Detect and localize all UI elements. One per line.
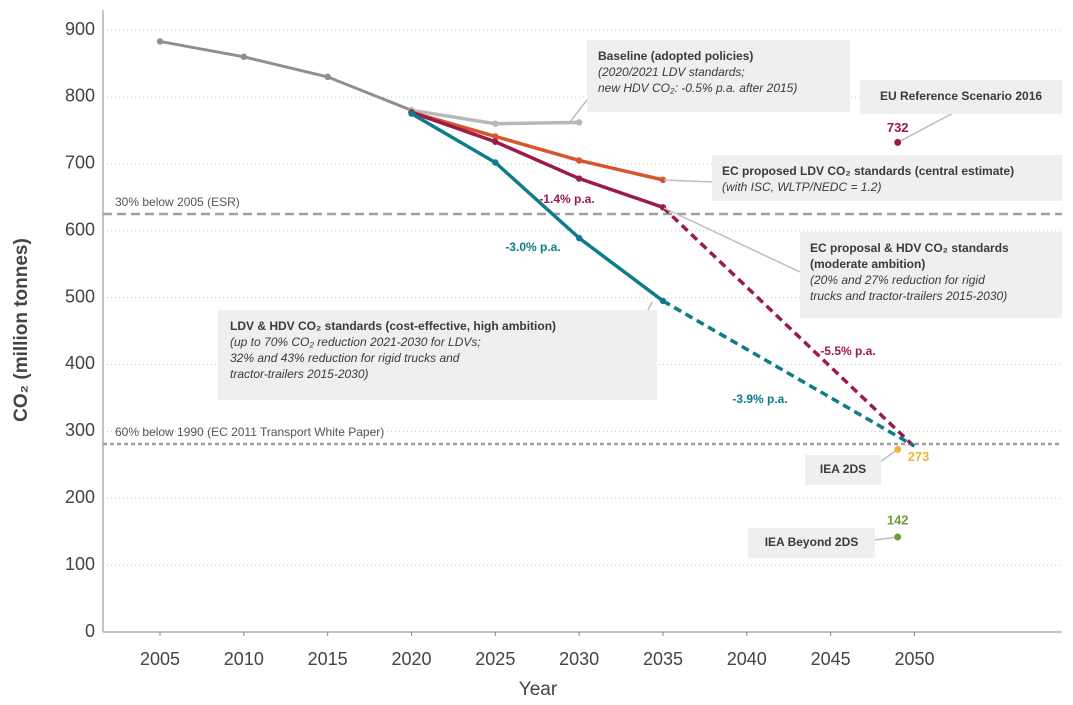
leader-line [874, 536, 898, 541]
data-point [575, 175, 583, 182]
leader-line [897, 111, 956, 144]
annotation-title: LDV & HDV CO₂ standards (cost-effective,… [230, 319, 556, 333]
value-label: 142 [887, 512, 909, 527]
data-point [894, 445, 902, 453]
x-axis-label: Year [519, 679, 558, 700]
y-tick-label: 200 [65, 487, 95, 507]
data-point [492, 120, 499, 127]
rate-label: -1.4% p.a. [539, 192, 594, 206]
annotation-text: trucks and tractor-trailers 2015-2030) [810, 289, 1007, 303]
data-point [492, 138, 499, 145]
x-tick-label: 2010 [224, 649, 264, 669]
series-line [411, 110, 664, 182]
data-point [659, 297, 667, 305]
value-label: 732 [887, 120, 909, 135]
annotation-title: EC proposal & HDV CO₂ standards [810, 241, 1009, 255]
point-label: IEA 2DS [820, 462, 866, 476]
annotation-box [587, 40, 850, 112]
leader-line [569, 99, 588, 123]
leader-line [663, 179, 713, 183]
annotation-box [860, 80, 1062, 114]
data-point [240, 53, 248, 61]
annotation-box [800, 232, 1062, 318]
x-tick-label: 2025 [475, 649, 515, 669]
x-tick-label: 2005 [140, 649, 180, 669]
y-tick-label: 700 [65, 153, 95, 173]
rate-label: -3.9% p.a. [732, 392, 787, 406]
data-point [575, 119, 583, 126]
annotation-text: (with ISC, WLTP/NEDC = 1.2) [722, 180, 881, 194]
y-tick-label: 500 [65, 286, 95, 306]
annotation-text: new HDV CO₂: -0.5% p.a. after 2015) [598, 81, 797, 95]
data-point [156, 38, 164, 45]
y-tick-label: 400 [65, 353, 95, 373]
y-tick-label: 0 [85, 621, 95, 641]
y-tick-label: 900 [65, 19, 95, 39]
x-tick-label: 2035 [643, 649, 683, 669]
annotation-text: (20% and 27% reduction for rigid [810, 273, 985, 287]
annotation-box [218, 310, 657, 400]
y-axis-label: CO₂ (million tonnes) [11, 238, 32, 422]
projection-line [661, 206, 916, 449]
x-tick-label: 2015 [308, 649, 348, 669]
annotation-title: (moderate ambition) [810, 257, 925, 271]
series-line [410, 110, 664, 209]
annotation-text: tractor-trailers 2015-2030) [230, 367, 369, 381]
rate-label: -3.0% p.a. [505, 240, 560, 254]
leader-line [879, 448, 899, 463]
series-line [159, 39, 413, 112]
y-tick-label: 100 [65, 554, 95, 574]
series-line [410, 112, 665, 303]
data-point [575, 157, 583, 164]
annotation-box [712, 155, 1062, 201]
x-tick-label: 2020 [391, 649, 431, 669]
annotation-text: 32% and 43% reduction for rigid trucks a… [230, 351, 460, 365]
data-point [659, 176, 667, 184]
x-tick-label: 2040 [727, 649, 767, 669]
annotation-title: Baseline (adopted policies) [598, 49, 753, 63]
data-point [575, 234, 583, 242]
data-point [492, 159, 499, 166]
leader-line [663, 207, 801, 273]
data-point [408, 110, 415, 117]
y-tick-label: 300 [65, 420, 95, 440]
rate-label: -5.5% p.a. [820, 344, 875, 358]
annotation-text: (up to 70% CO₂ reduction 2021-2030 for L… [230, 335, 481, 349]
value-label: 273 [908, 449, 930, 464]
point-label: EU Reference Scenario 2016 [880, 89, 1042, 103]
projection-line [662, 299, 916, 448]
annotation-box [748, 528, 875, 558]
x-tick-label: 2030 [559, 649, 599, 669]
data-point [894, 533, 902, 541]
x-tick-label: 2045 [811, 649, 851, 669]
reference-label: 30% below 2005 (ESR) [115, 195, 240, 209]
reference-label: 60% below 1990 (EC 2011 Transport White … [115, 425, 384, 439]
data-point [492, 133, 499, 140]
y-tick-label: 600 [65, 219, 95, 239]
data-point [894, 138, 902, 146]
point-label: IEA Beyond 2DS [765, 535, 859, 549]
x-tick-label: 2050 [894, 649, 934, 669]
annotation-box [805, 455, 881, 485]
annotation-title: EC proposed LDV CO₂ standards (central e… [722, 164, 1014, 178]
data-point [659, 204, 667, 211]
y-tick-label: 800 [65, 86, 95, 106]
annotation-text: (2020/2021 LDV standards; [598, 65, 745, 79]
data-point [324, 73, 331, 81]
